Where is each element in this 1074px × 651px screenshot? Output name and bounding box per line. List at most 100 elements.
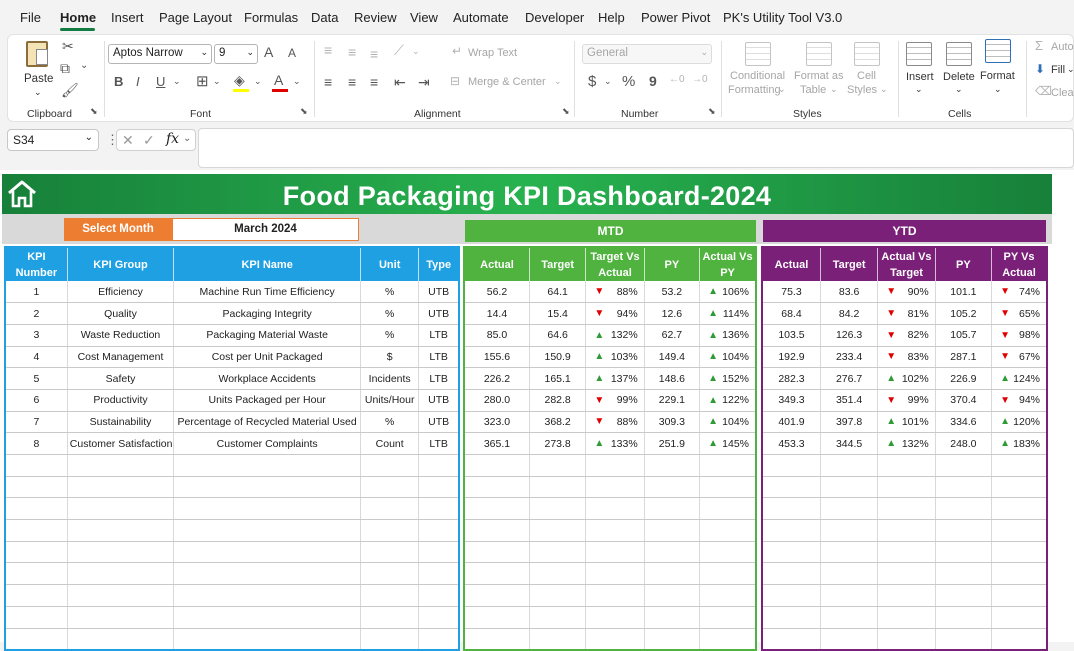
- mtd-actual-cell[interactable]: 365.1: [464, 432, 530, 455]
- empty-cell[interactable]: [173, 497, 362, 521]
- align-bottom-icon[interactable]: ≡: [370, 46, 379, 62]
- align-right-icon[interactable]: ≡: [370, 74, 379, 90]
- mtd-target-cell[interactable]: 150.9: [529, 346, 587, 369]
- mtd-target-vs-actual-cell[interactable]: ▼ 88%: [585, 411, 645, 434]
- empty-cell[interactable]: [644, 454, 701, 477]
- decrease-decimal-icon[interactable]: →0: [692, 74, 708, 85]
- empty-cell[interactable]: [464, 476, 530, 499]
- empty-cell[interactable]: [877, 454, 936, 477]
- empty-cell[interactable]: [464, 606, 530, 629]
- unit-cell[interactable]: %: [360, 281, 420, 304]
- empty-cell[interactable]: [762, 519, 821, 542]
- ytd-py-cell[interactable]: 105.7: [935, 324, 993, 347]
- empty-cell[interactable]: [935, 519, 993, 542]
- cancel-icon[interactable]: ✕: [122, 132, 134, 148]
- currency-dropdown-icon[interactable]: ⌄: [604, 76, 612, 86]
- ytd-py-vs-actual-cell[interactable]: ▼ 67%: [991, 346, 1048, 369]
- empty-cell[interactable]: [529, 606, 587, 629]
- comma-button[interactable]: 9: [649, 73, 657, 89]
- mtd-actual-vs-py-cell[interactable]: ▲ 104%: [699, 346, 757, 369]
- empty-cell[interactable]: [418, 562, 460, 586]
- conditional-formatting-label-1[interactable]: Conditional: [730, 70, 786, 82]
- empty-cell[interactable]: [464, 541, 530, 564]
- empty-cell[interactable]: [762, 454, 821, 477]
- unit-cell[interactable]: %: [360, 324, 420, 347]
- font-color-icon[interactable]: A: [274, 72, 284, 88]
- unit-cell[interactable]: Units/Hour: [360, 389, 420, 412]
- kpi-group-cell[interactable]: Customer Satisfaction: [67, 432, 175, 455]
- empty-cell[interactable]: [699, 584, 757, 607]
- empty-cell[interactable]: [644, 562, 701, 586]
- mtd-actual-cell[interactable]: 14.4: [464, 302, 530, 325]
- formula-input[interactable]: [198, 128, 1074, 168]
- kpi-group-cell[interactable]: Efficiency: [67, 281, 175, 304]
- empty-cell[interactable]: [529, 584, 587, 607]
- empty-cell[interactable]: [762, 628, 821, 651]
- empty-cell[interactable]: [173, 541, 362, 564]
- ytd-py-cell[interactable]: 370.4: [935, 389, 993, 412]
- alignment-launcher-icon[interactable]: ⬊: [562, 106, 570, 116]
- empty-cell[interactable]: [418, 497, 460, 521]
- tab-review[interactable]: Review: [354, 10, 397, 25]
- empty-cell[interactable]: [699, 497, 757, 521]
- empty-cell[interactable]: [67, 497, 175, 521]
- kpi-number-cell[interactable]: 8: [5, 432, 68, 455]
- autosum-button[interactable]: Auto: [1051, 41, 1074, 53]
- grow-font-icon[interactable]: A: [264, 44, 274, 60]
- unit-cell[interactable]: %: [360, 411, 420, 434]
- unit-cell[interactable]: Incidents: [360, 367, 420, 390]
- wrap-text-icon[interactable]: ↵: [452, 44, 463, 58]
- empty-cell[interactable]: [529, 519, 587, 542]
- tab-formulas[interactable]: Formulas: [244, 10, 299, 25]
- insert-cells-button[interactable]: Insert: [906, 71, 934, 83]
- ytd-py-vs-actual-cell[interactable]: ▼ 98%: [991, 324, 1048, 347]
- mtd-target-cell[interactable]: 15.4: [529, 302, 587, 325]
- type-cell[interactable]: LTB: [418, 367, 460, 390]
- empty-cell[interactable]: [529, 454, 587, 477]
- empty-cell[interactable]: [762, 476, 821, 499]
- empty-cell[interactable]: [991, 476, 1048, 499]
- percent-button[interactable]: %: [622, 73, 636, 90]
- format-painter-icon[interactable]: 🖌: [61, 82, 79, 98]
- empty-cell[interactable]: [173, 606, 362, 629]
- tab-pk-utility[interactable]: PK's Utility Tool V3.0: [723, 10, 843, 25]
- align-center-icon[interactable]: ≡: [348, 74, 357, 90]
- type-cell[interactable]: UTB: [418, 281, 460, 304]
- empty-cell[interactable]: [762, 606, 821, 629]
- enter-icon[interactable]: ✓: [143, 132, 155, 148]
- ytd-actual-cell[interactable]: 192.9: [762, 346, 821, 369]
- empty-cell[interactable]: [5, 519, 68, 542]
- borders-icon[interactable]: ⊞: [196, 73, 209, 90]
- ytd-py-vs-actual-cell[interactable]: ▼ 65%: [991, 302, 1048, 325]
- ytd-actual-cell[interactable]: 401.9: [762, 411, 821, 434]
- empty-cell[interactable]: [820, 541, 879, 564]
- ytd-py-vs-actual-cell[interactable]: ▲ 120%: [991, 411, 1048, 434]
- empty-cell[interactable]: [820, 628, 879, 651]
- tab-help[interactable]: Help: [598, 10, 625, 25]
- empty-cell[interactable]: [5, 606, 68, 629]
- empty-cell[interactable]: [699, 606, 757, 629]
- fill-down-icon[interactable]: ⬇: [1035, 62, 1046, 76]
- empty-cell[interactable]: [360, 541, 420, 564]
- empty-cell[interactable]: [67, 606, 175, 629]
- ytd-actual-vs-target-cell[interactable]: ▲ 101%: [877, 411, 936, 434]
- tab-home[interactable]: Home: [60, 10, 97, 25]
- empty-cell[interactable]: [644, 519, 701, 542]
- type-cell[interactable]: LTB: [418, 324, 460, 347]
- empty-cell[interactable]: [529, 497, 587, 521]
- empty-cell[interactable]: [418, 519, 460, 542]
- ytd-py-vs-actual-cell[interactable]: ▼ 74%: [991, 281, 1048, 304]
- fill-dropdown-icon[interactable]: ⌄: [254, 76, 262, 86]
- empty-cell[interactable]: [991, 497, 1048, 521]
- empty-cell[interactable]: [5, 541, 68, 564]
- mtd-target-vs-actual-cell[interactable]: ▼ 94%: [585, 302, 645, 325]
- empty-cell[interactable]: [699, 541, 757, 564]
- ytd-actual-cell[interactable]: 103.5: [762, 324, 821, 347]
- empty-cell[interactable]: [529, 476, 587, 499]
- align-top-icon[interactable]: ≡: [324, 42, 333, 58]
- ytd-target-cell[interactable]: 126.3: [820, 324, 879, 347]
- empty-cell[interactable]: [173, 519, 362, 542]
- empty-cell[interactable]: [360, 584, 420, 607]
- empty-cell[interactable]: [644, 606, 701, 629]
- ytd-actual-cell[interactable]: 453.3: [762, 432, 821, 455]
